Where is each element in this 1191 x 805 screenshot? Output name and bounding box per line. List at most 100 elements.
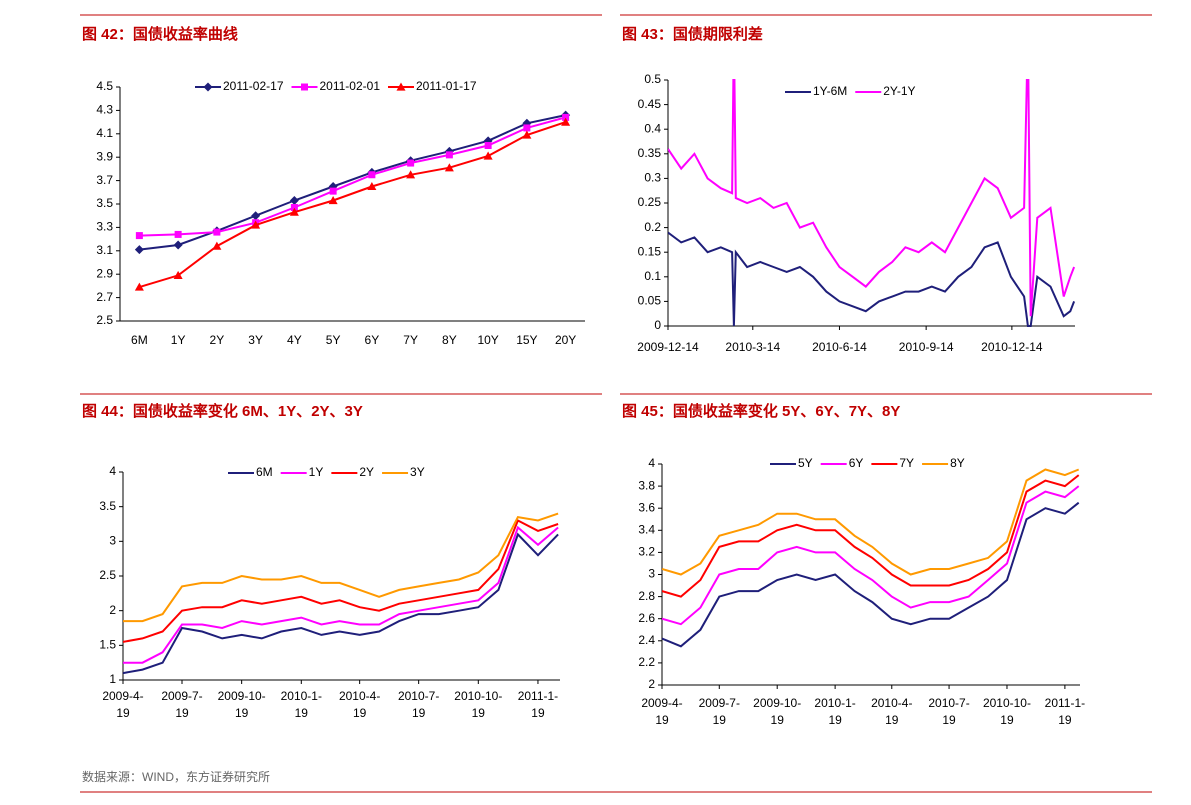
legend-label: 3Y (410, 465, 425, 479)
legend-marker (396, 82, 406, 91)
y-tick-label: 4 (648, 456, 655, 470)
x-tick-label: 2010-1-19 (281, 689, 322, 720)
legend-label: 2Y-1Y (883, 84, 915, 98)
legend-label: 8Y (950, 456, 965, 470)
data-point (134, 282, 144, 291)
y-tick-label: 4.5 (96, 79, 113, 93)
x-tick-label: 2009-7-19 (699, 696, 740, 727)
x-tick-label: 2009-4-19 (641, 696, 682, 727)
series-line (123, 532, 559, 675)
y-tick-label: 4 (109, 464, 116, 478)
legend-label: 7Y (899, 456, 914, 470)
x-tick-label: 7Y (403, 333, 418, 347)
data-point (522, 130, 532, 139)
x-tick-label: 5Y (326, 333, 341, 347)
legend-label: 6M (256, 465, 273, 479)
data-point (329, 187, 337, 195)
chart-title: 图 43：国债期限利差 (622, 25, 763, 43)
y-tick-label: 0.05 (638, 294, 662, 308)
chart-title: 图 42：国债收益率曲线 (82, 25, 238, 43)
x-tick-label: 2Y (210, 333, 225, 347)
x-tick-label: 2011-1-19 (518, 689, 558, 720)
source-note: 数据来源：WIND，东方证券研究所 (82, 769, 270, 784)
data-point (484, 142, 492, 149)
x-tick-label: 2010-7-19 (928, 696, 969, 727)
data-point (289, 207, 299, 216)
y-tick-label: 2.4 (638, 633, 655, 647)
x-tick-label: 10Y (477, 333, 498, 347)
y-tick-label: 0.45 (638, 97, 662, 111)
series-line (123, 512, 559, 623)
y-tick-label: 3 (109, 534, 116, 548)
legend-label: 6Y (849, 456, 864, 470)
x-tick-label: 2010-4-19 (871, 696, 912, 727)
series-line (668, 231, 1075, 327)
y-tick-label: 1 (109, 672, 116, 686)
x-tick-label: 8Y (442, 333, 457, 347)
y-tick-label: 3.5 (99, 499, 116, 513)
series-line (662, 468, 1080, 576)
y-tick-label: 2.6 (638, 611, 655, 625)
data-point (444, 163, 454, 172)
x-tick-label: 6M (131, 333, 148, 347)
series-line (662, 485, 1080, 626)
x-tick-label: 2009-10-19 (218, 689, 266, 720)
y-tick-label: 2.5 (99, 568, 116, 582)
y-tick-label: 0.15 (638, 244, 662, 258)
legend-label: 2Y (359, 465, 374, 479)
legend-label: 5Y (798, 456, 813, 470)
y-tick-label: 0.35 (638, 146, 662, 160)
x-tick-label: 2010-3-14 (725, 340, 780, 354)
x-tick-label: 2009-4-19 (102, 689, 143, 720)
series-line (139, 116, 566, 237)
y-tick-label: 0.3 (644, 171, 661, 185)
data-point (328, 195, 338, 205)
y-tick-label: 3.2 (638, 545, 655, 559)
x-tick-label: 2009-12-14 (637, 340, 699, 354)
x-tick-label: 3Y (248, 333, 263, 347)
y-tick-label: 2.5 (96, 313, 113, 327)
data-point (290, 204, 298, 212)
x-tick-label: 2010-6-14 (812, 340, 867, 354)
series-line (662, 474, 1080, 598)
data-point (134, 245, 144, 255)
data-point (212, 241, 222, 250)
x-tick-label: 6Y (365, 333, 380, 347)
legend-label: 2011-02-17 (223, 79, 284, 93)
data-point (173, 270, 183, 279)
legend-label: 2011-01-17 (416, 79, 477, 93)
legend-marker (301, 83, 308, 91)
y-tick-label: 2.9 (96, 266, 113, 280)
y-tick-label: 1.5 (99, 638, 116, 652)
series-line (662, 501, 1080, 648)
legend-marker (203, 82, 213, 92)
x-tick-label: 2010-7-19 (398, 689, 439, 720)
y-tick-label: 2 (648, 677, 655, 691)
x-tick-label: 15Y (516, 333, 537, 347)
y-tick-label: 2.8 (638, 589, 655, 603)
y-tick-label: 3.1 (96, 243, 113, 257)
data-point (173, 240, 183, 250)
chart-title: 图 45：国债收益率变化 5Y、6Y、7Y、8Y (622, 402, 900, 420)
data-point (368, 171, 376, 179)
chart-title: 图 44：国债收益率变化 6M、1Y、2Y、3Y (82, 402, 363, 420)
data-point (445, 151, 453, 159)
x-tick-label: 2010-1-19 (814, 696, 855, 727)
data-point (174, 230, 182, 238)
legend-label: 1Y-6M (813, 84, 847, 98)
y-tick-label: 4.3 (96, 103, 113, 117)
y-tick-label: 4.1 (96, 126, 113, 140)
x-tick-label: 2010-10-19 (454, 689, 502, 720)
series-line (123, 525, 559, 664)
y-tick-label: 3 (648, 567, 655, 581)
x-tick-label: 2010-9-14 (899, 340, 954, 354)
y-tick-label: 3.7 (96, 173, 113, 187)
data-point (367, 181, 377, 191)
y-tick-label: 3.6 (638, 500, 655, 514)
y-tick-label: 2.7 (96, 290, 113, 304)
series-line (139, 121, 566, 289)
data-point (523, 124, 531, 132)
legend-label: 2011-02-01 (320, 79, 381, 93)
